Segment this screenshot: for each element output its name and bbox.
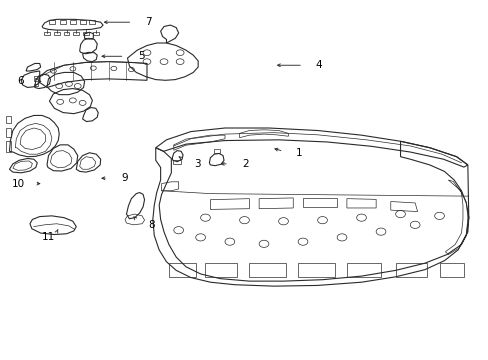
Text: 9: 9 xyxy=(121,173,127,183)
Text: 11: 11 xyxy=(41,232,55,242)
Text: 8: 8 xyxy=(148,220,155,230)
Bar xyxy=(249,263,285,277)
Text: 3: 3 xyxy=(194,159,200,169)
Text: 1: 1 xyxy=(296,148,302,158)
Bar xyxy=(49,21,55,24)
Bar xyxy=(5,141,11,152)
Text: 2: 2 xyxy=(242,159,249,169)
Bar xyxy=(439,263,463,277)
Bar xyxy=(5,128,11,137)
Bar xyxy=(73,32,79,35)
Text: 4: 4 xyxy=(315,60,322,70)
Bar xyxy=(89,21,95,24)
Bar xyxy=(5,116,11,123)
Bar xyxy=(93,32,99,35)
Bar xyxy=(298,263,334,277)
Bar xyxy=(63,32,69,35)
Text: 6: 6 xyxy=(17,76,23,86)
Text: 7: 7 xyxy=(145,17,151,27)
Bar xyxy=(80,21,85,24)
Bar xyxy=(34,76,38,78)
Text: 10: 10 xyxy=(12,179,25,189)
Bar xyxy=(70,21,76,24)
Bar xyxy=(346,263,380,277)
Bar xyxy=(214,149,220,153)
Bar xyxy=(34,79,38,81)
Bar xyxy=(205,263,237,277)
Bar xyxy=(34,84,38,86)
Bar xyxy=(54,32,60,35)
Bar xyxy=(168,263,195,277)
Bar xyxy=(44,32,50,35)
Bar xyxy=(173,159,181,164)
Bar xyxy=(395,263,427,277)
Text: 5: 5 xyxy=(138,51,144,61)
Bar xyxy=(60,21,66,24)
Bar xyxy=(83,32,89,35)
